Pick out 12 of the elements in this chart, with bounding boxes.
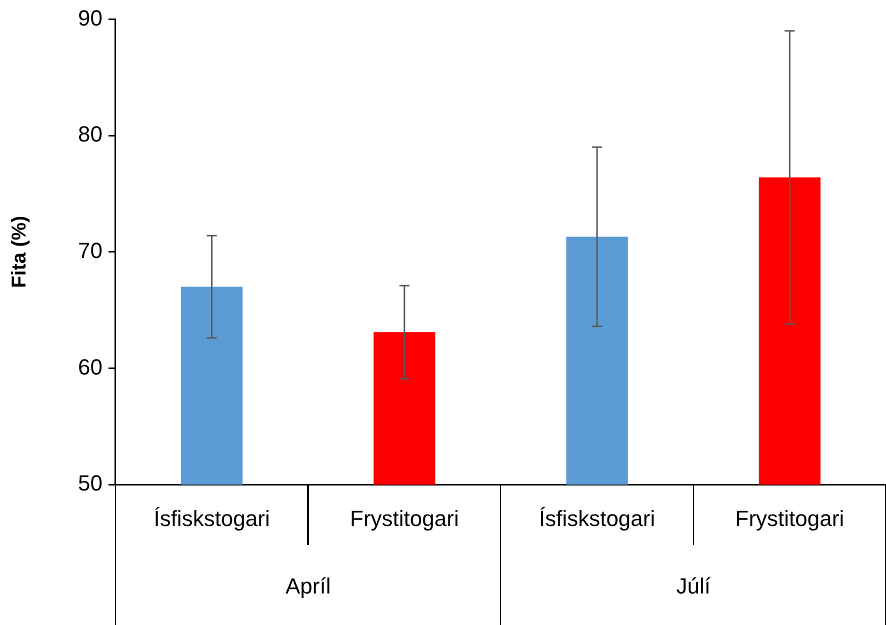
text: Apríl xyxy=(285,574,331,599)
y-tick-label: 70 xyxy=(78,238,102,263)
y-tick-label: 90 xyxy=(78,5,102,30)
x-tick-label: Ísfiskstogari xyxy=(538,506,656,531)
y-tick-label: 60 xyxy=(78,354,102,380)
y-axis-title: Fita (%) xyxy=(8,216,31,288)
x-tick-label: Frystitogari xyxy=(350,506,459,531)
y-tick-label: 50 xyxy=(78,470,102,496)
text: Júlí xyxy=(676,574,710,599)
x-tick-label: Ísfiskstogari xyxy=(154,506,270,531)
y-tick-label: 80 xyxy=(78,122,102,147)
x-tick-label: Frystitogari xyxy=(735,506,844,531)
